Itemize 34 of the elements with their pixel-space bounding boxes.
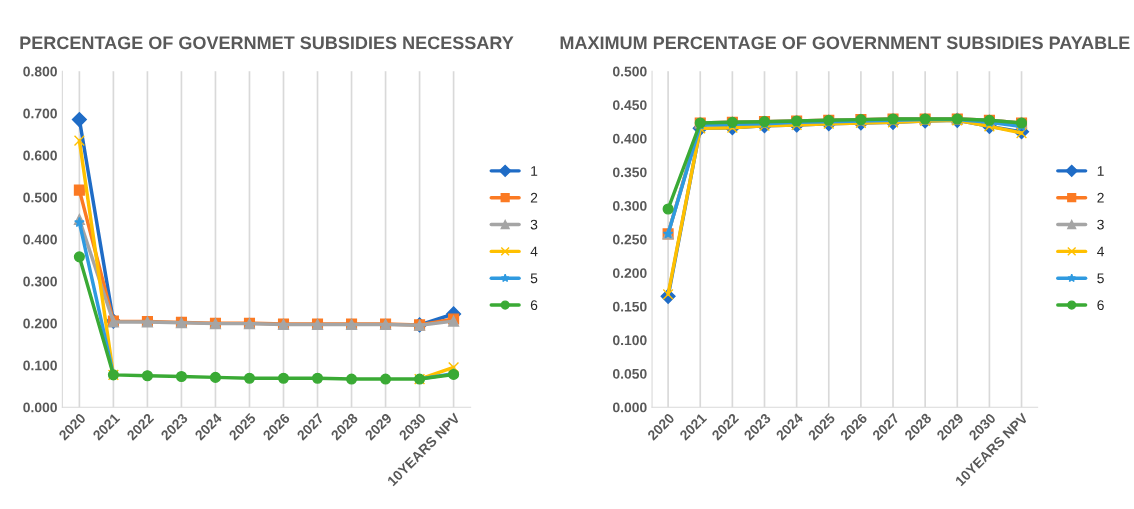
y-tick-label: 0.100	[23, 360, 57, 371]
y-tick-label: 0.400	[23, 234, 57, 245]
y-tick-label: 0.200	[23, 318, 57, 329]
legend-label: 5	[1097, 273, 1104, 284]
y-tick-label: 0.500	[23, 192, 57, 203]
y-tick-label: 0.050	[612, 368, 647, 379]
legend-label: 4	[530, 246, 538, 257]
y-tick-label: 0.250	[612, 234, 647, 245]
y-tick-label: 0.450	[612, 100, 647, 111]
y-tick-label: 0.700	[23, 108, 57, 119]
legend-label: 4	[1097, 246, 1105, 257]
y-tick-label: 0.300	[612, 200, 647, 211]
legend-label: 2	[530, 192, 538, 203]
y-tick-label: 0.800	[23, 66, 57, 77]
legend-label: 6	[1097, 300, 1104, 311]
y-tick-label: 0.000	[23, 402, 57, 413]
legend-label: 3	[1097, 219, 1104, 230]
legend-label: 6	[530, 300, 538, 311]
legend-label: 1	[1097, 166, 1104, 176]
legend-label: 1	[531, 166, 538, 176]
chart-title: PERCENTAGE OF GOVERNMET SUBSIDIES NECESSARY	[20, 36, 514, 50]
y-tick-label: 0.150	[612, 301, 647, 312]
y-tick-label: 0.200	[612, 268, 647, 278]
legend-label: 3	[530, 219, 538, 230]
y-tick-label: 0.500	[612, 66, 647, 77]
y-tick-label: 0.000	[612, 402, 647, 413]
y-tick-label: 0.300	[23, 276, 57, 287]
y-tick-label: 0.100	[612, 335, 647, 346]
legend-label: 5	[530, 273, 538, 284]
chart-title: MAXIMUM PERCENTAGE OF GOVERNMENT SUBSIDIES PAYABLE	[560, 36, 1130, 50]
y-tick-label: 0.350	[612, 167, 647, 178]
legend-label: 2	[1097, 192, 1104, 203]
y-tick-label: 0.600	[23, 150, 57, 161]
y-tick-label: 0.400	[612, 133, 647, 144]
